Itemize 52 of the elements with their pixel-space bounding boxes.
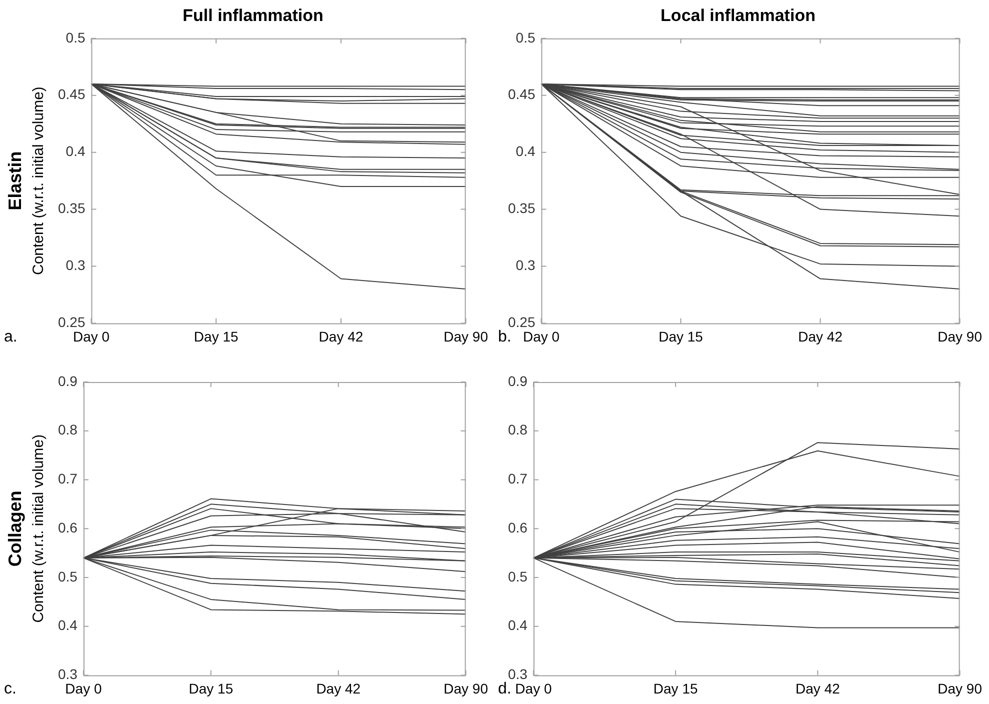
x-tick-label: Day 15 [653, 680, 698, 696]
x-tick-label: Day 0 [515, 680, 552, 696]
y-tick-label: 0.3 [508, 666, 528, 682]
y-tick-label: 0.35 [58, 200, 86, 216]
x-tick-label: Day 0 [65, 680, 102, 696]
text: c. [4, 680, 16, 698]
y-tick-label: 0.5 [508, 568, 528, 584]
x-tick-label: Day 42 [318, 328, 364, 344]
x-tick-label: Day 90 [938, 328, 982, 344]
y-tick-label: 0.7 [508, 470, 528, 487]
y-tick-label: 0.8 [58, 422, 78, 438]
y-tick-label: 0.45 [58, 86, 86, 102]
y-tick-label: 0.5 [516, 29, 536, 46]
x-tick-label: Day 15 [188, 680, 234, 696]
y-tick-label: 0.4 [508, 617, 528, 634]
y-tick-label: 0.5 [58, 568, 78, 584]
x-tick-label: Day 0 [522, 328, 560, 344]
y-tick-label: 0.6 [508, 519, 528, 536]
y-tick-label: 0.6 [58, 519, 78, 536]
y-tick-label: 0.3 [66, 257, 86, 274]
y-tick-label: 0.4 [66, 143, 86, 160]
y-tick-label: 0.5 [66, 29, 86, 46]
x-tick-label: Day 42 [316, 680, 361, 696]
text: d. [498, 680, 512, 698]
x-tick-label: Day 15 [194, 328, 238, 344]
y-axis-title: Content (w.r.t. initial volume) [30, 86, 48, 276]
x-tick-label: Day 90 [938, 680, 982, 696]
y-tick-label: 0.3 [516, 257, 536, 274]
y-tick-label: 0.3 [58, 666, 78, 682]
y-tick-label: 0.25 [58, 314, 86, 330]
y-tick-label: 0.8 [508, 422, 528, 438]
y-tick-label: 0.9 [508, 372, 528, 389]
text: Elastin [4, 151, 25, 210]
x-tick-label: Day 90 [444, 680, 488, 696]
y-tick-label: 0.4 [516, 143, 536, 160]
y-axis-title: Content (w.r.t. initial volume) [30, 434, 48, 623]
chart-title: Full inflammation [182, 6, 324, 25]
x-tick-label: Day 42 [796, 680, 840, 696]
text: a. [4, 328, 18, 346]
x-tick-label: Day 0 [72, 328, 110, 344]
y-tick-label: 0.35 [508, 200, 536, 216]
chart-title: Local inflammation [660, 6, 816, 25]
x-tick-label: Day 42 [798, 328, 843, 344]
x-tick-label: Day 15 [658, 328, 704, 344]
y-tick-label: 0.7 [58, 470, 78, 487]
text: b. [498, 328, 512, 346]
y-tick-label: 0.25 [508, 314, 536, 330]
text: Collagen [4, 490, 25, 567]
y-tick-label: 0.45 [508, 86, 536, 102]
y-tick-label: 0.9 [58, 372, 78, 389]
x-tick-label: Day 90 [444, 328, 488, 344]
y-tick-label: 0.4 [58, 617, 78, 634]
